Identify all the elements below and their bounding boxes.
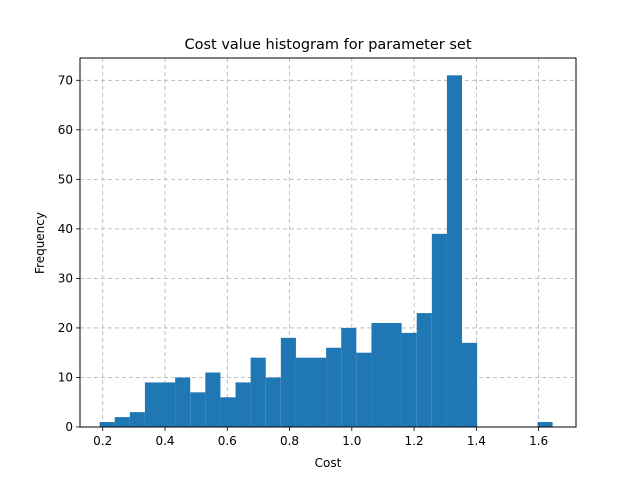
y-tick-label: 30 xyxy=(58,271,73,285)
x-tick-label: 0.2 xyxy=(93,434,112,448)
histogram-bar xyxy=(462,342,478,427)
x-tick-label: 0.6 xyxy=(218,434,237,448)
x-tick-label: 1.4 xyxy=(467,434,486,448)
histogram-bar xyxy=(326,347,342,427)
histogram-bar xyxy=(175,377,191,427)
histogram-bar xyxy=(235,382,251,427)
histogram-bar xyxy=(537,422,553,427)
histogram-bar xyxy=(250,357,266,427)
histogram-bar xyxy=(341,327,357,427)
chart-title: Cost value histogram for parameter set xyxy=(184,37,471,53)
y-tick-label: 50 xyxy=(58,172,73,186)
x-axis-label: Cost xyxy=(315,456,342,470)
x-tick-label: 1.0 xyxy=(342,434,361,448)
histogram-bar xyxy=(99,422,115,427)
histogram-bar xyxy=(205,372,221,427)
histogram-bar xyxy=(386,322,402,427)
histogram-bar xyxy=(431,233,447,427)
x-axis-ticks: 0.2 0.4 0.6 0.8 1.0 1.2 1.4 1.6 xyxy=(93,427,548,448)
histogram-bar xyxy=(371,322,387,427)
histogram-bar xyxy=(416,313,432,427)
histogram-bar xyxy=(265,377,281,427)
y-tick-label: 70 xyxy=(58,73,73,87)
y-tick-label: 0 xyxy=(65,420,73,434)
histogram-bar xyxy=(401,332,417,427)
x-tick-label: 1.2 xyxy=(405,434,424,448)
y-tick-label: 20 xyxy=(58,321,73,335)
histogram-bar xyxy=(190,392,206,427)
histogram-bar xyxy=(280,337,296,427)
y-axis-ticks: 0 10 20 30 40 50 60 70 xyxy=(58,73,80,434)
y-tick-label: 10 xyxy=(58,370,73,384)
x-tick-label: 0.8 xyxy=(280,434,299,448)
plot-frame xyxy=(79,57,577,428)
histogram-bar xyxy=(446,75,463,427)
x-tick-label: 1.6 xyxy=(529,434,548,448)
y-axis-label: Frequency xyxy=(33,212,47,274)
histogram-bar xyxy=(114,417,130,427)
histogram-bar xyxy=(220,397,236,427)
histogram-bar xyxy=(295,357,312,427)
histogram-bar xyxy=(311,357,327,427)
y-tick-label: 60 xyxy=(58,123,73,137)
histogram-bar xyxy=(129,412,145,427)
histogram-bars xyxy=(99,75,553,427)
histogram-bar xyxy=(160,382,176,427)
x-tick-label: 0.4 xyxy=(155,434,174,448)
histogram-bar xyxy=(356,352,372,427)
y-tick-label: 40 xyxy=(58,222,73,236)
histogram-bar xyxy=(144,382,161,427)
